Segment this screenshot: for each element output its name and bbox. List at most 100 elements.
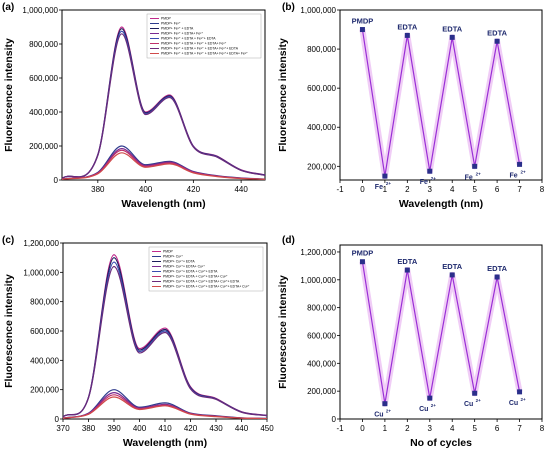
ion-charge: 2+	[476, 171, 482, 176]
legend-label: PMDP+ Fe²⁺ + EDTA + Fe²⁺+ EDTA	[161, 37, 216, 41]
legend-label: PMDP+ Fe²⁺	[161, 22, 181, 26]
series-line	[63, 265, 267, 418]
plot-frame	[61, 9, 266, 181]
ion-charge: 2+	[386, 181, 392, 186]
y-tick-label: 1,000,000	[23, 268, 59, 277]
y-tick-label: 600,000	[29, 74, 58, 83]
x-tick-label: 400	[139, 185, 153, 194]
panel-label: (c)	[2, 235, 14, 246]
ion-charge: 2+	[521, 169, 527, 174]
ion-charge: 2+	[386, 409, 392, 414]
series-group	[63, 254, 267, 419]
x-axis-title: Wavelength (nm)	[121, 198, 205, 210]
x-tick-label: 380	[91, 185, 105, 194]
y-axis-title: Fluorescence intensity	[3, 38, 15, 152]
point-annotation: PMDP	[352, 249, 374, 258]
point-annotation: EDTA	[397, 22, 417, 31]
panel-label: (d)	[282, 235, 295, 246]
x-tick-label: 6	[495, 424, 500, 433]
y-tick-label: 400,000	[30, 356, 59, 365]
ion-annotation: Cu	[374, 412, 383, 419]
point-annotation: EDTA	[487, 28, 507, 37]
legend-label: PMDP+ Cu²⁺+ EDTA + Cu²⁺+ EDTA+ Cu²⁺	[163, 275, 228, 279]
point-annotation: EDTA	[397, 257, 417, 266]
x-tick-label: 420	[184, 424, 198, 433]
ion-annotation: Fe	[375, 184, 383, 191]
y-tick-label: 800,000	[307, 304, 336, 313]
data-point	[517, 389, 523, 395]
y-axis-title: Fluorescence intensity	[277, 38, 289, 152]
x-tick-label: 7	[517, 424, 522, 433]
x-tick-label: 380	[82, 424, 96, 433]
x-tick-label: 2	[405, 185, 410, 194]
data-point	[382, 401, 388, 407]
panel-d: (d)-1 0 1 2 3 4 5 6 7 80200,000400,000600,000800,…	[277, 235, 545, 449]
y-tick-label: 0	[54, 176, 59, 185]
panel-c: (c) 370 380 390 400 410 420 430 440 450 0 200,000 40…	[2, 235, 274, 449]
legend-label: PMDP+ Cu²⁺+ EDTA+ Cu²⁺	[163, 265, 205, 269]
ion-annotation: Fe	[509, 172, 517, 179]
y-tick-label: 1,000,000	[22, 6, 58, 15]
x-tick-label: 3	[428, 424, 433, 433]
legend-label: PMDP+ Cu²⁺+ EDTA + Cu²⁺+ EDTA+ Cu²⁺+ EDT…	[163, 285, 250, 289]
data-point	[404, 32, 410, 38]
y-tick-label: 1,200,000	[23, 239, 59, 248]
y-tick-label: 0	[332, 415, 337, 424]
y-tick-label: 800,000	[30, 298, 59, 307]
ion-charge: 2+	[521, 397, 527, 402]
legend-label: PMDP+ Fe²⁺ + EDTA+ Fe²⁺	[161, 32, 203, 36]
ion-annotation: Cu	[419, 406, 428, 413]
point-annotation: EDTA	[442, 24, 462, 33]
x-tick-label: 440	[234, 185, 248, 194]
legend-label: PMDP+ Cu²⁺+ EDTA + Cu²⁺+ EDTA+ Cu²⁺+ EDT…	[163, 280, 240, 284]
x-tick-label: 1	[383, 185, 388, 194]
legend-label: PMDP+ Fe²⁺ + EDTA + Fe²⁺ + EDTA+ Fe²⁺	[161, 42, 226, 46]
y-axis-title: Fluorescence intensity	[3, 274, 15, 388]
series-line	[361, 261, 521, 405]
x-tick-label: 410	[158, 424, 172, 433]
y-tick-label: 1,000,000	[300, 6, 336, 15]
data-point	[472, 390, 478, 396]
x-axis-title: Wavelength (nm)	[399, 198, 483, 210]
x-axis-title: No of cycles	[410, 437, 472, 449]
ion-charge: 2+	[431, 403, 437, 408]
series-line	[63, 394, 267, 419]
panel-label: (b)	[282, 2, 295, 13]
x-tick-label: 2	[405, 424, 410, 433]
y-tick-label: 1,200,000	[300, 248, 336, 257]
point-annotation: EDTA	[442, 262, 462, 271]
data-point	[517, 161, 523, 167]
x-tick-label: 430	[209, 424, 223, 433]
data-point	[427, 395, 433, 401]
x-tick-label: 6	[495, 185, 500, 194]
y-tick-label: 1,000,000	[300, 276, 336, 285]
series-line	[62, 152, 265, 180]
x-tick-label: 450	[260, 424, 274, 433]
x-axis-title: Wavelength (nm)	[123, 437, 207, 449]
y-tick-label: 200,000	[307, 387, 336, 396]
x-tick-label: 8	[540, 185, 545, 194]
x-tick-label: 390	[107, 424, 121, 433]
y-tick-label: 200,000	[30, 386, 59, 395]
data-point	[494, 38, 500, 44]
x-tick-label: 4	[450, 185, 455, 194]
y-tick-label: 800,000	[307, 45, 336, 54]
y-tick-label: 400,000	[307, 359, 336, 368]
x-tick-label: -1	[336, 424, 344, 433]
x-tick-label: 4	[450, 424, 455, 433]
panel-a: (a) 380 400 420 440 0 200,000 400,000 600,000 800…	[2, 2, 266, 210]
data-point	[359, 259, 365, 265]
data-point	[449, 34, 455, 40]
data-point	[359, 27, 365, 33]
legend-box	[148, 246, 264, 292]
series-line	[361, 29, 521, 177]
ion-annotation: Cu	[464, 401, 473, 408]
legend-box	[146, 13, 262, 59]
data-point	[472, 163, 478, 169]
x-tick-label: 8	[540, 424, 545, 433]
x-tick-label: 440	[235, 424, 249, 433]
ion-charge: 2+	[476, 398, 482, 403]
legend-label: PMDP+ Cu²⁺+ EDTA	[163, 260, 195, 264]
series-group	[62, 26, 265, 180]
